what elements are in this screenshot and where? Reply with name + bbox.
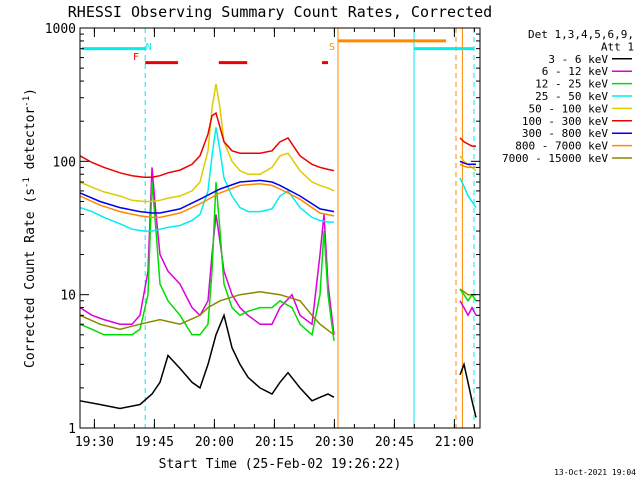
footer-timestamp: 13-Oct-2021 19:04 — [554, 468, 636, 477]
legend-label: 100 - 300 keV — [522, 115, 608, 128]
series-line — [79, 182, 335, 219]
series-line — [459, 361, 477, 418]
legend-label: 25 - 50 keV — [535, 90, 608, 103]
series-line — [79, 291, 335, 336]
legend-label: 12 - 25 keV — [535, 78, 608, 91]
legend-label: 7000 - 15000 keV — [502, 152, 608, 165]
series-line — [79, 181, 335, 341]
plot-area: NF S — [79, 28, 477, 428]
series-line — [459, 137, 476, 147]
y-tick-label: 1000 — [45, 22, 76, 37]
series-line — [79, 312, 335, 410]
legend-header: Att 1 — [601, 40, 634, 53]
x-tick-label: 20:45 — [375, 435, 414, 450]
x-tick-label: 21:00 — [435, 435, 474, 450]
series-line — [79, 83, 335, 203]
legend-label: 50 - 100 keV — [529, 102, 609, 115]
y-axis-label-sup2: -1 — [22, 96, 32, 107]
chart-title: RHESSI Observing Summary Count Rates, Co… — [68, 3, 492, 21]
legend-label: 300 - 800 keV — [522, 127, 608, 140]
series-line — [459, 288, 477, 303]
legend-label: 800 - 7000 keV — [515, 140, 608, 153]
flag-label: F — [133, 52, 139, 63]
flag-label: N — [146, 42, 152, 53]
plot-frame — [79, 27, 481, 429]
x-tick-label: 19:45 — [135, 435, 174, 450]
series-line — [459, 160, 476, 166]
x-tick-label: 20:15 — [255, 435, 294, 450]
y-axis-label-main: Corrected Count Rate (s — [23, 188, 38, 368]
series-line — [79, 179, 335, 214]
series-line — [459, 177, 477, 209]
y-axis-label-mid: detector — [23, 107, 38, 178]
series-line — [459, 300, 477, 317]
y-axis-label-end: ) — [23, 88, 38, 96]
y-axis-label: Corrected Count Rate (s-1 detector-1) — [22, 88, 38, 368]
y-tick-label: 100 — [53, 155, 76, 170]
flag-label: S — [329, 42, 335, 53]
y-axis-label-sup1: -1 — [22, 177, 32, 188]
x-tick-label: 20:30 — [315, 435, 354, 450]
legend-label: 3 - 6 keV — [548, 53, 608, 66]
series-line — [79, 111, 335, 178]
y-tick-label: 1 — [68, 422, 76, 437]
series-line — [79, 127, 334, 232]
y-tick-label: 10 — [60, 289, 76, 304]
series-line — [459, 163, 476, 169]
legend-label: 6 - 12 keV — [542, 65, 609, 78]
axes: 1 10 100 1000 19:30 19:45 20:00 20:15 20:30 20:45… — [45, 22, 481, 450]
x-axis-label: Start Time (25-Feb-02 19:26:22) — [159, 457, 402, 472]
x-tick-label: 19:30 — [75, 435, 114, 450]
x-tick-label: 20:00 — [195, 435, 234, 450]
legend-header: Det 1,3,4,5,6,9, — [528, 28, 634, 41]
